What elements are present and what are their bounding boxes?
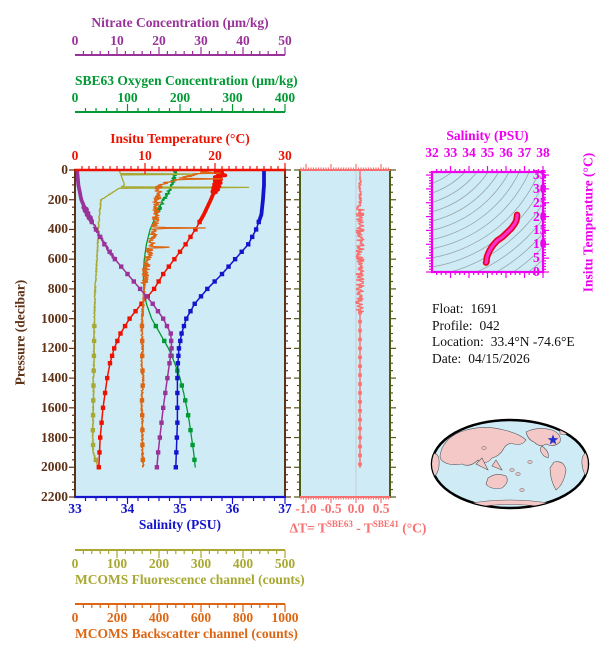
tick-label: 15 xyxy=(533,222,547,238)
tick-label: 0 xyxy=(71,33,79,48)
tick-label: 1600 xyxy=(41,399,68,415)
tick-label: 32 xyxy=(425,145,439,160)
tick-label: 30 xyxy=(194,33,208,48)
float-value: 1691 xyxy=(470,301,498,316)
tick-label: 200 xyxy=(169,90,191,105)
date-value: 04/15/2026 xyxy=(468,350,530,366)
label-superscript: SBE63 xyxy=(326,519,353,529)
tick-label: -1.0 xyxy=(295,501,317,516)
tick-label: 100 xyxy=(106,556,128,571)
tick-label: 400 xyxy=(47,221,68,237)
label-part: - T xyxy=(352,520,373,536)
tick-label: 2000 xyxy=(41,459,68,475)
tick-label: 20 xyxy=(208,148,222,163)
tick-label: 35 xyxy=(480,145,495,160)
salinity-axis-title: Salinity (PSU) xyxy=(138,517,222,532)
ts-salinity-axis-title: Salinity (PSU) xyxy=(446,128,529,143)
tick-label: 1400 xyxy=(41,370,68,386)
float-metadata: Float: 1691 Profile: 042 Location: 33.4°N -… xyxy=(432,301,575,367)
fluorescence-axis-title: MCOMS Fluorescence channel (counts) xyxy=(75,572,305,587)
tick-label: 33 xyxy=(68,501,82,516)
tick-label: 0.5 xyxy=(372,501,390,516)
tick-label: 200 xyxy=(47,191,68,207)
backscatter-axis-title: MCOMS Backscatter channel (counts) xyxy=(75,626,298,641)
tick-label: 10 xyxy=(138,148,152,163)
tick-label: 20 xyxy=(152,33,166,48)
profile-label: Profile: xyxy=(432,317,473,333)
tick-label: 800 xyxy=(47,280,68,296)
tick-label: 34 xyxy=(462,145,476,160)
tick-label: 30 xyxy=(278,148,292,163)
tick-label: 200 xyxy=(106,610,128,625)
tick-label: 600 xyxy=(190,610,212,625)
nitrate-axis-title: Nitrate Concentration (µm/kg) xyxy=(91,15,269,30)
tick-label: 20 xyxy=(533,208,547,224)
tick-label: 100 xyxy=(117,90,138,105)
float-label: Float: xyxy=(432,301,464,316)
oxygen-axis-title: SBE63 Oxygen Concentration (µm/kg) xyxy=(75,73,298,88)
tick-label: 0 xyxy=(71,610,79,625)
tick-label: 0 xyxy=(71,148,79,163)
tick-label: 33 xyxy=(443,145,458,160)
date-line: Date: 04/15/2026 xyxy=(432,351,575,368)
tick-label: 200 xyxy=(148,556,170,571)
tick-label: 37 xyxy=(517,145,532,160)
tick-label: 600 xyxy=(47,251,68,267)
tick-label: 2200 xyxy=(41,489,68,504)
tick-label: 1800 xyxy=(41,429,68,445)
tick-label: 500 xyxy=(274,556,296,571)
tick-label: 1000 xyxy=(271,610,299,625)
tick-label: 10 xyxy=(110,33,124,48)
tick-label: 30 xyxy=(533,180,547,196)
date-label: Date: xyxy=(432,350,462,366)
tick-label: 1200 xyxy=(41,340,68,356)
tick-label: 400 xyxy=(232,556,254,571)
float-location-star xyxy=(547,434,559,445)
tick-label: 34 xyxy=(120,501,135,516)
label-part: (°C) xyxy=(398,520,427,536)
tick-label: 0 xyxy=(533,264,540,279)
tick-label: 36 xyxy=(225,501,240,516)
ts-temperature-axis-title: Insitu Temperature (°C) xyxy=(580,152,596,293)
tick-label: 0.0 xyxy=(347,501,365,516)
profile-line: Profile: 042 xyxy=(432,318,575,335)
temperature-axis-title: Insitu Temperature (°C) xyxy=(110,131,250,146)
tick-label: 0 xyxy=(61,162,68,177)
location-label: Location: xyxy=(432,334,484,349)
tick-label: 50 xyxy=(278,33,292,48)
profile-value: 042 xyxy=(479,317,500,333)
label-superscript: SBE41 xyxy=(372,519,399,529)
tick-label: 40 xyxy=(236,33,250,48)
tick-label: 37 xyxy=(278,501,292,516)
tick-label: -0.5 xyxy=(320,501,342,516)
tick-label: 1000 xyxy=(41,310,68,326)
label-part: ΔT= T xyxy=(289,520,327,536)
tick-label: 25 xyxy=(533,194,547,210)
tick-label: 300 xyxy=(222,90,243,105)
world-map xyxy=(430,418,590,510)
tick-label: 400 xyxy=(148,610,170,625)
location-value: 33.4°N -74.6°E xyxy=(490,334,575,349)
tick-label: 38 xyxy=(536,145,550,160)
location-line: Location: 33.4°N -74.6°E xyxy=(432,334,575,351)
tick-label: 300 xyxy=(190,556,212,571)
tick-label: 0 xyxy=(71,556,79,571)
tick-label: 5 xyxy=(533,250,540,266)
tick-label: 35 xyxy=(173,501,187,516)
tick-label: 10 xyxy=(533,236,547,252)
tick-label: 0 xyxy=(71,90,79,105)
tick-label: 400 xyxy=(274,90,296,105)
tick-label: 35 xyxy=(533,167,547,183)
tick-label: 36 xyxy=(499,145,513,160)
delta-t-axis-title: ΔT= TSBE63 - TSBE41 (°C) xyxy=(266,517,450,536)
tick-label: 800 xyxy=(232,610,254,625)
float-line: Float: 1691 xyxy=(432,301,575,318)
